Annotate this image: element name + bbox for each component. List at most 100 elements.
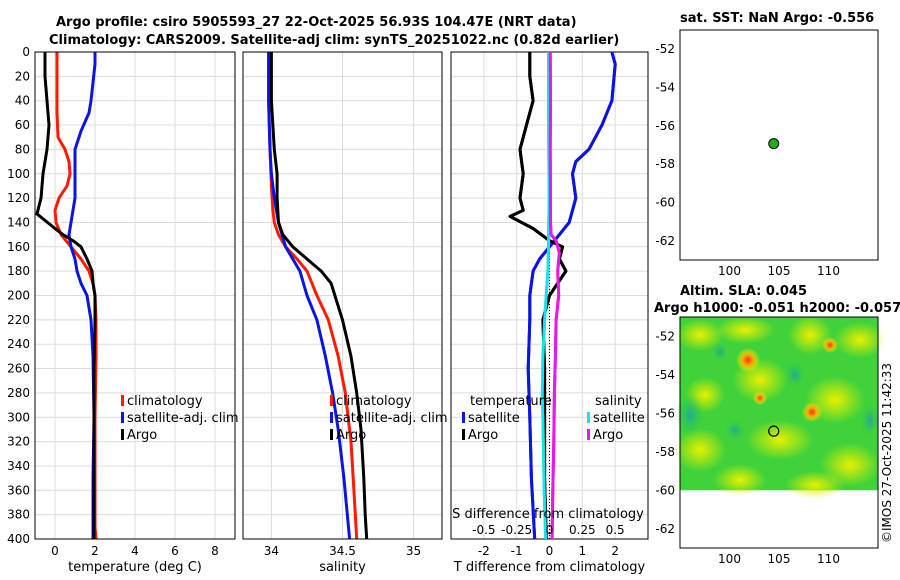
legend-label: Argo [127, 428, 157, 443]
x-top-tick-label: 0.5 [606, 523, 625, 537]
legend-label: Argo [593, 428, 623, 443]
x-tick-label: -1 [511, 544, 523, 558]
sla-heatmap-blob [725, 420, 745, 440]
sla-heatmap-blob [753, 391, 767, 405]
x-tick-label: 105 [768, 552, 791, 566]
legend-label: climatology [127, 394, 203, 409]
sla-heatmap-blob [802, 402, 822, 422]
legend-label: salinity [595, 394, 642, 409]
y-tick-label: 100 [7, 167, 30, 181]
x-axis-label: T difference from climatology [453, 560, 646, 575]
x-tick-label: 2 [611, 544, 619, 558]
y-tick-label: 380 [7, 508, 30, 522]
y-tick-label: 220 [7, 313, 30, 327]
y-tick-label: 140 [7, 215, 30, 229]
y-tick-label: -54 [655, 368, 675, 382]
sla-heatmap-blob [715, 316, 775, 344]
sla-heatmap-blob [834, 322, 886, 358]
x-tick-label: 4 [131, 544, 139, 558]
legend-swatch [330, 395, 333, 406]
altim-map-frame [679, 316, 879, 549]
y-tick-label: -54 [655, 81, 675, 95]
x-tick-label: 1 [579, 544, 587, 558]
y-tick-label: -62 [655, 522, 675, 536]
legend-label: temperature [470, 394, 552, 409]
x-top-tick-label: 0.25 [569, 523, 596, 537]
legend-swatch [587, 412, 590, 423]
y-tick-label: 60 [15, 118, 30, 132]
y-tick-label: 400 [7, 532, 30, 546]
y-tick-label: 320 [7, 435, 30, 449]
y-tick-label: 120 [7, 191, 30, 205]
series-line-temperature-satellite [526, 51, 617, 540]
legend-swatch [587, 429, 590, 440]
y-tick-label: 240 [7, 337, 30, 351]
panel-frame [34, 51, 236, 540]
x-tick-label: 6 [171, 544, 179, 558]
series-line-satellite-adj-clim [67, 52, 97, 539]
series-line-argo [35, 52, 97, 539]
x-tick-label: 8 [211, 544, 219, 558]
altim-title-line2: Argo h1000: -0.051 h2000: -0.057 [654, 301, 900, 316]
legend-swatch [462, 412, 465, 423]
series-line-satellite-adj-clim [267, 52, 352, 540]
x-axis-label: salinity [319, 560, 366, 575]
y-tick-label: 340 [7, 459, 30, 473]
x-top-tick-label: -0.25 [501, 523, 532, 537]
legend-label: Argo [336, 428, 366, 443]
sla-heatmap-blob [674, 428, 726, 472]
argo-location-marker [768, 138, 780, 150]
y-tick-label: -62 [655, 234, 675, 248]
main-title-line1: Argo profile: csiro 5905593_27 22-Oct-20… [56, 15, 577, 30]
y-tick-label: -52 [655, 329, 675, 343]
legend-swatch [121, 412, 124, 423]
y-tick-label: -56 [655, 406, 675, 420]
sst-map-frame [679, 29, 879, 261]
y-tick-label: 0 [22, 45, 30, 59]
sla-heatmap-blob [746, 420, 814, 460]
x-tick-label: 34.5 [329, 544, 356, 558]
legend-label: climatology [336, 394, 412, 409]
x-tick-label: 2 [91, 544, 99, 558]
x-tick-label: 110 [817, 552, 840, 566]
sla-heatmap-blob [736, 348, 760, 372]
legend-label: satellite [468, 411, 520, 426]
sla-heatmap-blob [676, 319, 724, 351]
x-tick-label: 100 [718, 552, 741, 566]
sla-heatmap-blob [712, 342, 728, 362]
legend-swatch [121, 429, 124, 440]
y-tick-label: 360 [7, 483, 30, 497]
x-tick-label: 34 [264, 544, 279, 558]
x-tick-label: 100 [718, 264, 741, 278]
legend-swatch [121, 395, 124, 406]
sla-heatmap-blob [785, 471, 845, 499]
y-tick-label: -58 [655, 157, 675, 171]
panel-frame [242, 51, 443, 540]
legend-label: satellite-adj. clim [127, 411, 239, 426]
y-tick-label: 300 [7, 410, 30, 424]
x-tick-label: 110 [817, 264, 840, 278]
argo-location-marker [768, 425, 780, 437]
sla-heatmap-blob [785, 361, 805, 389]
x-tick-label: 0 [546, 544, 554, 558]
series-line-argo [269, 52, 369, 540]
x-top-axis-label: S difference from climatology [452, 507, 644, 522]
sla-heatmap-blob [788, 315, 832, 355]
sst-title: sat. SST: NaN Argo: -0.556 [680, 11, 875, 26]
legend-swatch [462, 429, 465, 440]
x-top-tick-label: -0.5 [472, 523, 495, 537]
x-tick-label: -2 [478, 544, 490, 558]
x-tick-label: 0 [51, 544, 59, 558]
y-tick-label: -60 [655, 483, 675, 497]
y-tick-label: -56 [655, 119, 675, 133]
y-tick-label: 20 [15, 69, 30, 83]
legend-label: satellite [593, 411, 645, 426]
y-tick-label: -60 [655, 196, 675, 210]
legend-label: Argo [468, 428, 498, 443]
y-tick-label: 40 [15, 94, 30, 108]
x-tick-label: 105 [768, 264, 791, 278]
legend-swatch [330, 412, 333, 423]
x-top-tick-label: 0 [546, 523, 554, 537]
legend-label: satellite-adj. clim [336, 411, 448, 426]
